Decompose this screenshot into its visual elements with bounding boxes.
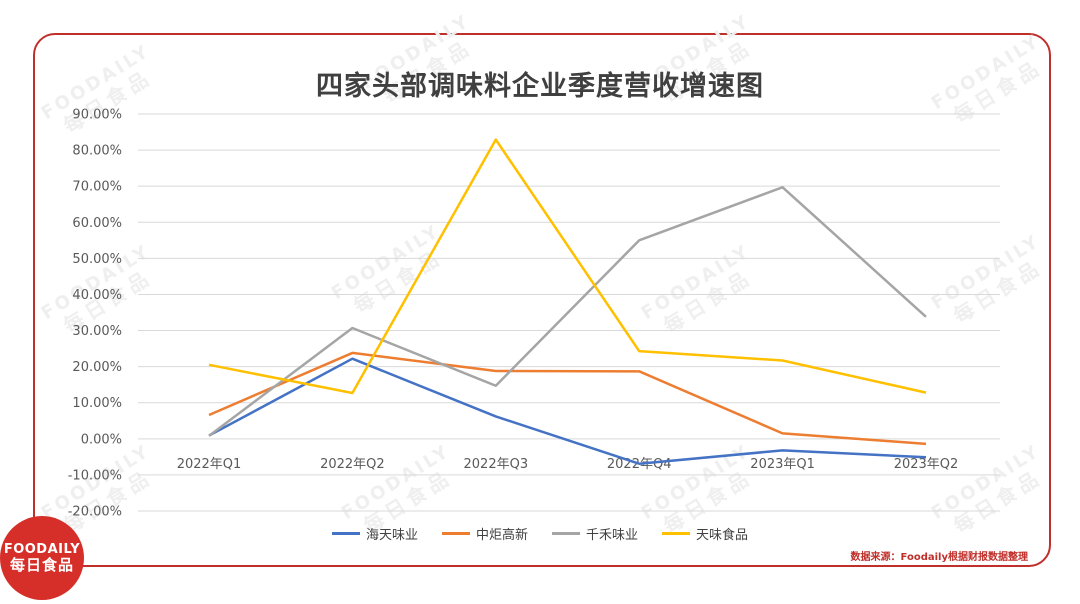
legend-item: 千禾味业 <box>552 524 638 543</box>
source-note: 数据来源：Foodaily根据财报数据整理 <box>850 552 1028 563</box>
series-line <box>208 351 927 446</box>
legend-swatch <box>331 532 360 535</box>
foodaily-logo: FOODAILY 每日食品 <box>0 516 84 600</box>
y-tick-label: 0.00% <box>81 432 122 447</box>
y-tick-label: 40.00% <box>72 288 122 303</box>
series-line <box>208 186 927 437</box>
chart-title: 四家头部调味料企业季度营收增速图 <box>316 71 764 102</box>
legend-label: 中炬高新 <box>475 528 528 543</box>
y-tick-label: 80.00% <box>72 144 122 159</box>
series-line <box>208 138 927 395</box>
y-tick-label: -20.00% <box>68 505 122 520</box>
x-tick-label: 2022年Q1 <box>177 457 242 472</box>
series-line <box>208 357 927 465</box>
y-tick-label: 30.00% <box>72 324 122 339</box>
chart-frame <box>33 33 1051 567</box>
x-tick-label: 2023年Q1 <box>750 457 815 472</box>
legend-label: 天味食品 <box>696 528 749 543</box>
x-tick-label: 2022年Q2 <box>320 457 385 472</box>
legend-swatch <box>662 532 691 535</box>
y-tick-label: 90.00% <box>72 108 122 123</box>
y-tick-label: -10.00% <box>68 468 122 483</box>
y-tick-label: 60.00% <box>72 216 122 231</box>
legend-item: 海天味业 <box>331 524 418 543</box>
logo-text-en: FOODAILY <box>3 542 81 557</box>
legend-swatch <box>441 532 470 535</box>
legend-label: 千禾味业 <box>586 528 639 543</box>
y-tick-label: 10.00% <box>72 396 122 411</box>
legend-swatch <box>552 532 580 535</box>
chart-legend: 海天味业 中炬高新 千禾味业 天味食品 <box>0 524 1080 543</box>
y-tick-label: 50.00% <box>72 252 122 267</box>
legend-item: 中炬高新 <box>441 524 528 543</box>
y-tick-label: 20.00% <box>72 360 122 375</box>
legend-label: 海天味业 <box>365 528 418 543</box>
x-tick-label: 2022年Q3 <box>464 457 529 472</box>
logo-text-cn: 每日食品 <box>9 556 74 574</box>
y-tick-label: 70.00% <box>72 180 122 195</box>
x-tick-label: 2023年Q2 <box>894 457 959 472</box>
legend-item: 天味食品 <box>662 524 748 543</box>
